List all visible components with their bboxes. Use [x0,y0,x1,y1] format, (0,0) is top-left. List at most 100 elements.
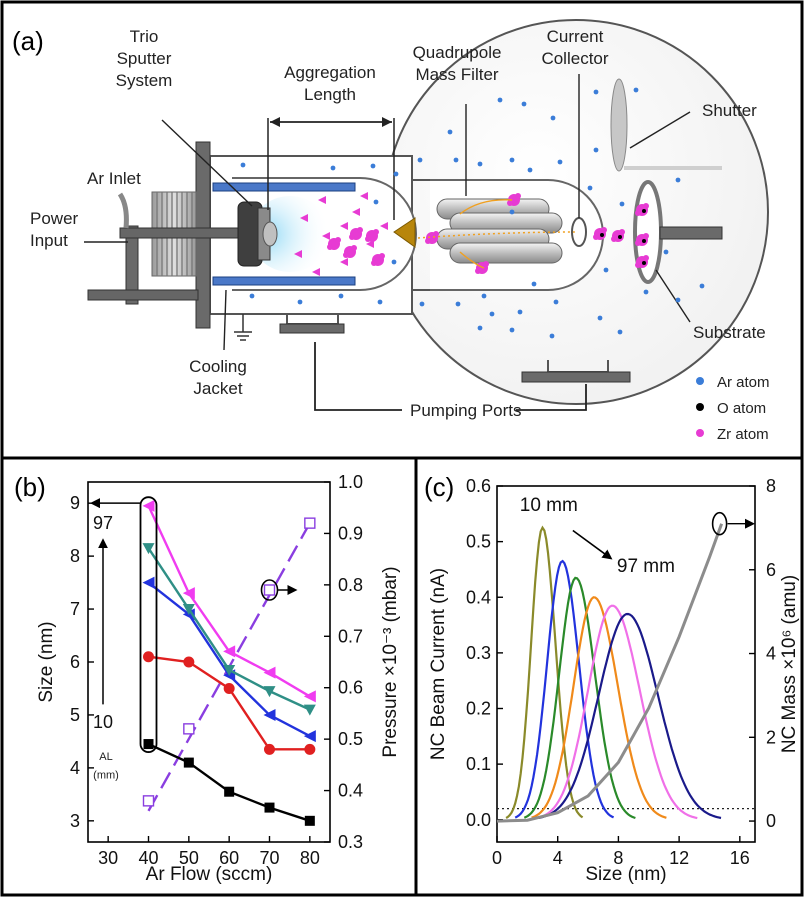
ar-atom-dot [550,115,556,121]
x-axis-label: Size (nm) [585,864,666,885]
ar-atom-dot [509,157,515,163]
legend-zr-label: Zr atom [717,426,769,443]
ar-atom-dot [527,167,533,173]
size-marker [304,815,315,826]
legend-zr-dot [696,429,704,437]
ar-atom-dot [455,301,461,307]
ar-atom-dot [619,201,625,207]
ar-atom-dot [447,129,453,135]
plot-c-frame [496,485,756,843]
x-tick-label: 60 [219,848,239,868]
y2-axis-label: Pressure ×10⁻³ (mbar) [380,566,401,757]
ar-atom-dot [377,299,383,305]
ground-symbol [234,314,252,341]
x-tick-label: 8 [613,848,623,868]
x-tick-label: 80 [300,848,320,868]
y2-tick-label: 4 [766,644,776,664]
label-power-input-line-1: Input [30,231,68,250]
size-distribution-curve [538,612,722,820]
pumping-bracket-left [314,342,402,411]
ar-atom-dot [497,97,503,103]
size-distribution-curve [523,576,636,820]
x-tick-label: 50 [179,848,199,868]
size-trend-arrow [572,529,613,560]
pressure-marker [304,517,316,529]
y-tick-label: 8 [70,546,80,566]
source-pumping-port [279,323,345,334]
x-tick-label: 16 [730,848,750,868]
ar-atom-dot [593,147,599,153]
ar-atom-dot [249,293,255,299]
quadrupole-rods [436,198,563,264]
ar-atom-dot [391,259,397,265]
size-distribution-curve [514,559,615,819]
label-trio-sputter-line-0: Trio [130,27,159,46]
x-tick-label: 0 [492,848,502,868]
label-cooling-jacket-line-0: Cooling [189,357,247,376]
ar-atom-dot [373,199,379,205]
zr-cluster-small [322,232,330,240]
ar-atom-dot [531,281,537,287]
ar-atom-dot [633,87,639,93]
size-marker [303,690,316,703]
panel-a-tag: (a) [12,26,44,56]
y2-tick-label: 0.7 [338,626,363,646]
y2-tick-label: 8 [766,476,776,496]
y-tick-label: 0.6 [466,476,491,496]
zr-nanocluster [343,245,357,258]
label-power-input-line-0: Power [30,209,79,228]
y-tick-label: 0.2 [466,699,491,719]
ar-atom-dot [330,165,336,171]
ion-trajectory-deflected [459,251,485,269]
y2-tick-label: 1.0 [338,472,363,492]
y-tick-label: 0.4 [466,587,491,607]
y2-tick-label: 0.8 [338,575,363,595]
ar-atom-dot [489,311,495,317]
ar-atom-dot [477,325,483,331]
size-marker [223,645,236,658]
al-unit-label: (mm) [93,769,119,781]
ar-atom-dot [699,283,705,289]
ar-atom-dot [617,329,623,335]
source-port-neck [286,314,339,325]
x-axis-label: Ar Flow (sccm) [146,864,273,885]
y-tick-label: 0.0 [466,810,491,830]
zr-nanocluster [365,229,379,242]
pressure-marker [183,723,195,735]
al-capsule [139,496,158,753]
ion-trajectory [417,231,577,239]
zr-nanocluster [507,193,521,206]
ar-atom-dot [393,171,399,177]
ar-inlet-pipe [117,192,129,229]
y-tick-label: 7 [70,599,80,619]
panel-c-tag: (c) [424,472,454,502]
size-marker [264,743,275,755]
size-marker [143,651,154,663]
back-plate [125,225,139,305]
y-tick-label: 9 [70,493,80,513]
y2-tick-label: 0.6 [338,678,363,698]
x-tick-label: 4 [553,848,563,868]
y-tick-label: 3 [70,811,80,831]
y2-tick-label: 0.5 [338,729,363,749]
zr-nanocluster [327,237,341,250]
size-marker [142,543,155,555]
ar-atom-dot [517,309,523,315]
size-marker [182,587,195,600]
mass-curve [496,523,724,823]
y2-tick-label: 0.3 [338,832,363,852]
size-distribution-curve [531,596,667,819]
size-distribution-curve [536,604,698,820]
x-tick-label: 30 [98,848,118,868]
size-series-line [147,742,311,822]
pressure-marker [142,795,155,807]
y2-tick-label: 6 [766,560,776,580]
size-marker [183,656,195,668]
zr-cluster-small [294,250,302,258]
ar-atom-dot [477,161,483,167]
zr-cluster-small [340,222,348,230]
size-marker [142,576,155,589]
ar-atom-dot [643,289,649,295]
